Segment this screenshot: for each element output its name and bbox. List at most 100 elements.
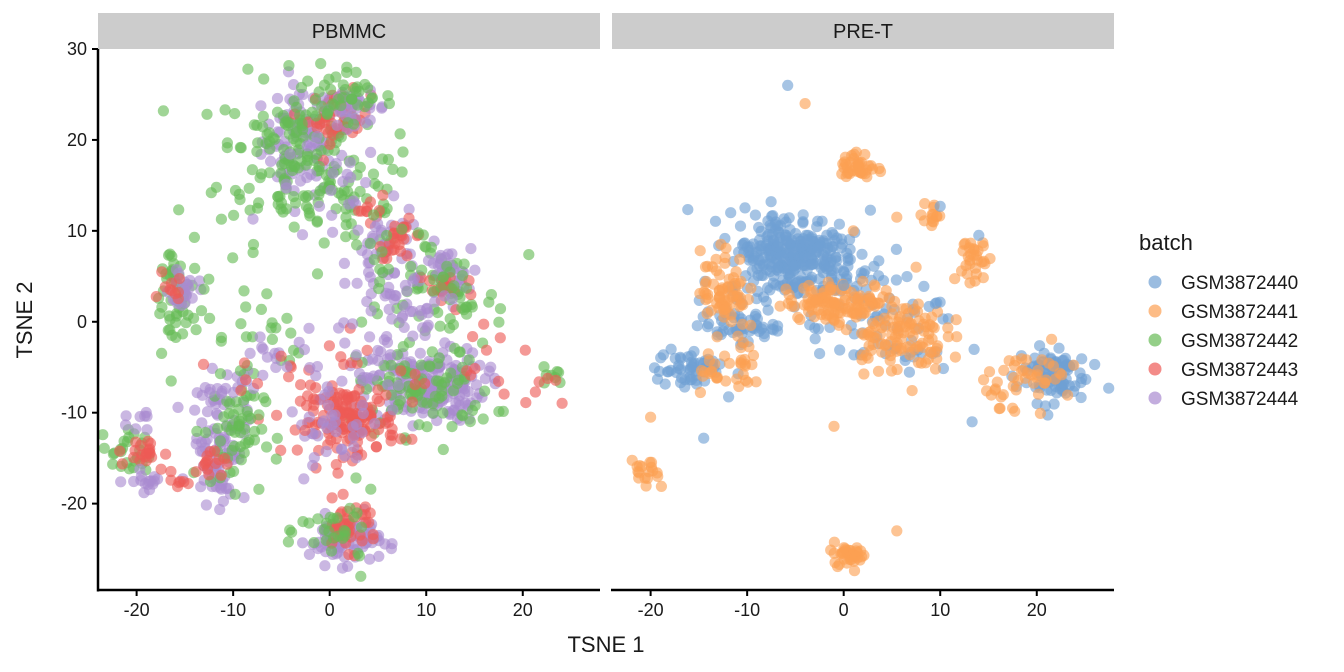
data-point [324, 138, 336, 150]
data-point [493, 375, 505, 387]
data-point [332, 467, 344, 479]
data-point [339, 337, 351, 349]
data-point [141, 410, 153, 422]
data-point [398, 321, 410, 333]
data-point [283, 60, 295, 72]
data-point [180, 317, 192, 329]
data-point [301, 140, 313, 152]
data-point [195, 305, 208, 317]
x-tick-label: -10 [734, 600, 760, 620]
data-point [351, 277, 363, 289]
y-tick-label: -20 [61, 494, 87, 514]
data-point [396, 166, 408, 178]
data-point [760, 295, 772, 308]
data-point [326, 419, 338, 431]
data-point [682, 204, 694, 216]
data-point [354, 185, 366, 198]
data-point [697, 370, 709, 382]
data-point [389, 237, 401, 249]
data-point [355, 570, 367, 582]
data-point [364, 196, 376, 208]
data-point [479, 385, 491, 397]
data-point [661, 366, 674, 378]
data-point [271, 409, 283, 421]
data-point [806, 285, 818, 297]
data-point [441, 260, 453, 272]
data-point [415, 359, 427, 371]
legend-label: GSM3872443 [1181, 360, 1298, 381]
data-point [750, 376, 762, 388]
data-point [467, 331, 479, 343]
y-tick-label: 10 [67, 221, 87, 241]
data-point [872, 365, 885, 377]
data-point [340, 231, 352, 243]
data-point [296, 118, 308, 130]
data-point [301, 172, 313, 184]
data-point [904, 340, 916, 352]
strip-pre-t [612, 13, 1114, 49]
data-point [461, 365, 473, 377]
y-tick-label: -10 [61, 403, 87, 423]
data-point [767, 324, 779, 336]
data-point [215, 335, 227, 347]
data-point [1010, 355, 1022, 367]
data-point [247, 213, 259, 225]
data-point [298, 190, 310, 202]
data-point [732, 289, 744, 301]
data-point [427, 407, 439, 419]
data-point [856, 306, 868, 318]
data-point [217, 495, 229, 507]
data-point [255, 303, 267, 315]
data-point [1034, 407, 1046, 419]
x-tick-label: -20 [638, 600, 664, 620]
data-point [170, 331, 182, 343]
data-point [483, 296, 495, 308]
data-point [432, 259, 444, 271]
data-point [446, 293, 458, 305]
legend-label: GSM3872444 [1181, 389, 1299, 410]
data-point [116, 458, 128, 470]
data-point [701, 307, 713, 320]
data-point [699, 278, 712, 290]
data-point [282, 536, 294, 548]
data-point [348, 511, 360, 523]
data-point [252, 137, 264, 149]
y-tick-label: 0 [77, 312, 87, 332]
data-point [849, 550, 862, 563]
data-point [364, 331, 376, 343]
data-point [1075, 391, 1087, 404]
data-point [1032, 364, 1044, 377]
data-point [347, 421, 359, 433]
data-point [353, 368, 366, 380]
data-point [747, 255, 759, 267]
data-point [889, 295, 901, 308]
data-point [135, 474, 147, 486]
data-point [212, 422, 224, 434]
data-point [493, 406, 505, 418]
data-point [842, 301, 854, 313]
data-point [244, 347, 256, 359]
data-point [164, 314, 176, 326]
data-point [964, 277, 976, 289]
data-point [890, 345, 903, 357]
data-point [313, 160, 325, 173]
data-point [362, 82, 374, 94]
data-point [377, 266, 389, 278]
data-point [890, 243, 903, 255]
data-point [747, 349, 760, 361]
data-point [288, 191, 300, 203]
data-point [204, 312, 216, 324]
data-point [383, 303, 395, 315]
data-point [348, 441, 360, 453]
data-point [266, 333, 278, 345]
data-point [330, 158, 342, 170]
data-point [327, 532, 340, 544]
data-point [340, 211, 352, 223]
data-point [280, 178, 292, 190]
data-point [485, 361, 497, 373]
data-point [107, 458, 119, 470]
data-point [326, 492, 338, 504]
data-point [353, 383, 365, 395]
data-point [393, 379, 405, 391]
data-point [360, 177, 372, 189]
